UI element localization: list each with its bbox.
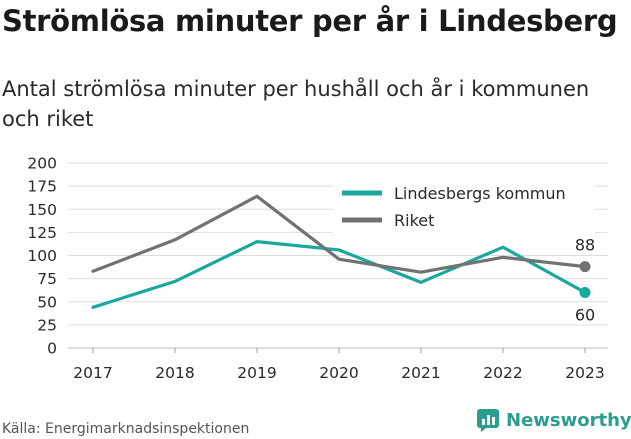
legend-box (333, 176, 595, 238)
legend: Lindesbergs kommun Riket (333, 176, 595, 238)
x-tick-label: 2023 (565, 364, 604, 382)
x-tick-label: 2021 (401, 364, 440, 382)
legend-label: Lindesbergs kommun (394, 184, 566, 203)
series: 60 88 (91, 194, 595, 325)
newsworthy-logo-icon (477, 409, 499, 432)
y-tick-label: 175 (27, 178, 57, 196)
chart-title: Strömlösa minuter per år i Lindesberg (2, 4, 618, 38)
x-tick-label: 2019 (237, 364, 276, 382)
series-end-marker (579, 287, 591, 298)
x-tick-label: 2022 (483, 364, 522, 382)
series-line-riket (91, 194, 587, 274)
data-label: 60 (575, 306, 595, 325)
line-chart: 0 25 50 75 100 125 150 175 200 2017 2018 2019 2020 20… (27, 155, 608, 383)
axes: 0 25 50 75 100 125 150 175 200 2017 2018 2019 2020 20… (27, 155, 604, 383)
chart-subtitle: Antal strömlösa minuter per hushåll och … (2, 77, 590, 131)
legend-label: Riket (394, 211, 434, 230)
y-tick-label: 0 (47, 340, 57, 358)
series-end-marker (579, 261, 591, 273)
brand-logo[interactable]: Newsworthy (476, 408, 631, 432)
data-label: 88 (575, 236, 595, 255)
y-tick-label: 100 (27, 247, 57, 265)
x-tick-label: 2017 (73, 364, 112, 382)
brand-name: Newsworthy (506, 409, 631, 431)
y-tick-label: 150 (27, 201, 57, 219)
y-tick-label: 200 (27, 155, 57, 173)
y-tick-label: 125 (27, 224, 57, 242)
series-line-lindesberg (91, 240, 587, 309)
x-tick-label: 2018 (155, 364, 194, 382)
y-tick-label: 75 (37, 270, 57, 288)
y-tick-label: 50 (37, 293, 57, 311)
source-note: Källa: Energimarknadsinspektionen (2, 421, 250, 437)
x-tick-label: 2020 (319, 364, 358, 382)
y-tick-label: 25 (37, 316, 57, 334)
